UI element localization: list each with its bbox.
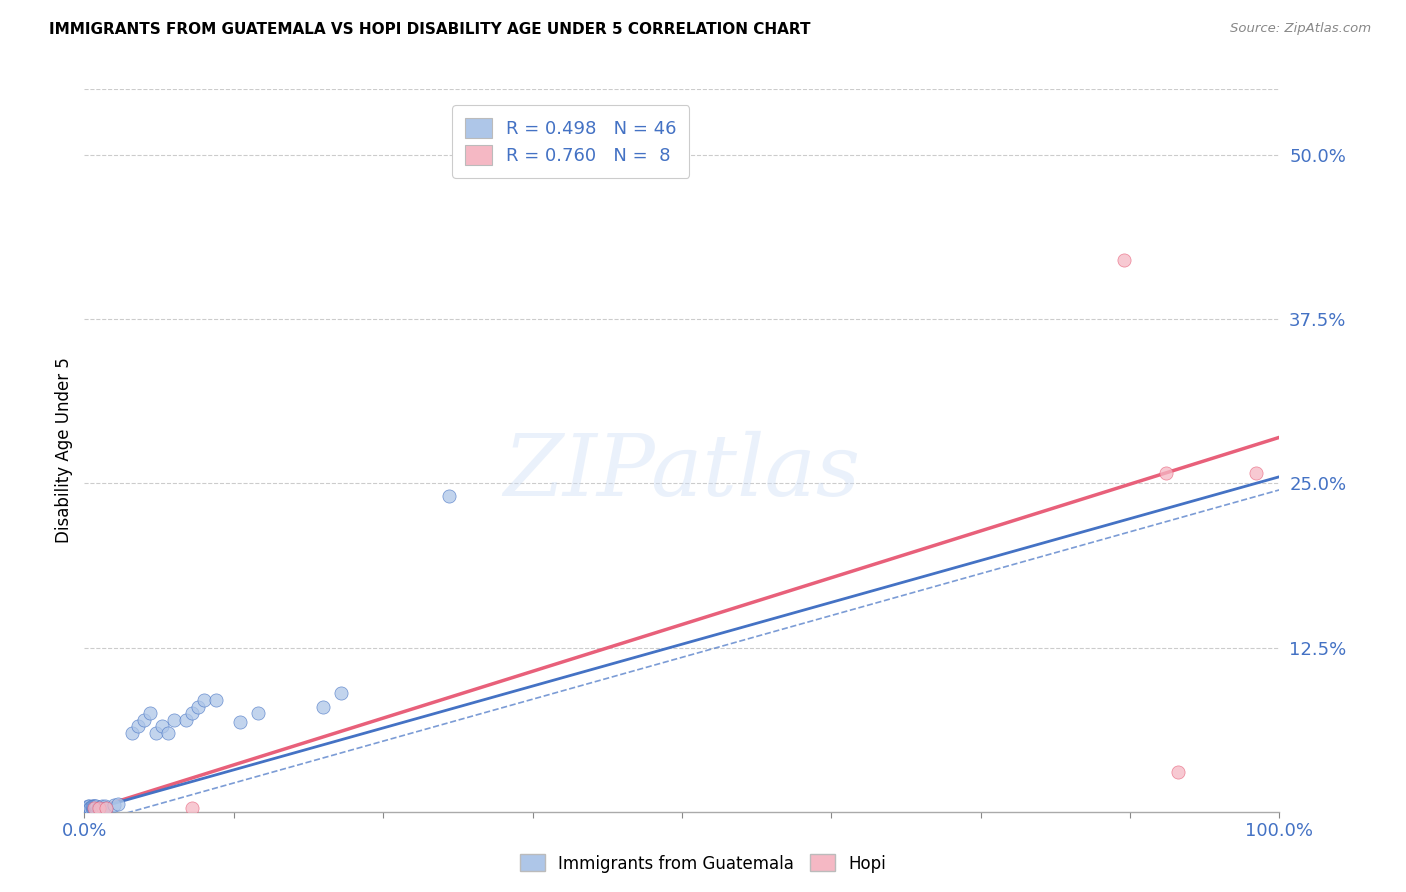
Y-axis label: Disability Age Under 5: Disability Age Under 5 [55,358,73,543]
Point [80,799,103,814]
Point [77,801,100,815]
Point [187,699,209,714]
Point [139,706,162,721]
Point [163,713,186,727]
Point [79,801,101,815]
Point [181,706,204,721]
Legend: R = 0.498   N = 46, R = 0.760   N =  8: R = 0.498 N = 46, R = 0.760 N = 8 [451,105,689,178]
Point [80,801,103,815]
Point [82,799,104,814]
Point [77,799,100,814]
Point [93,799,115,814]
Point [94,801,117,815]
Point [1244,466,1267,480]
Point [121,726,143,740]
Point [205,693,228,707]
Point [87,801,110,815]
Point [84,801,107,815]
Point [193,693,215,707]
Point [132,713,156,727]
Point [82,801,104,815]
Point [84,799,107,814]
Point [77,799,100,814]
Point [87,801,110,815]
Point [127,719,149,733]
Text: ZIPatlas: ZIPatlas [503,431,860,514]
Point [107,797,129,811]
Point [77,801,100,815]
Point [83,801,105,815]
Point [1154,466,1177,480]
Point [330,686,353,700]
Point [246,706,269,721]
Point [86,801,108,815]
Point [83,801,105,815]
Point [75,801,97,815]
Point [145,726,167,740]
Point [174,713,197,727]
Point [76,801,98,815]
Point [83,799,105,814]
Point [86,801,108,815]
Legend: Immigrants from Guatemala, Hopi: Immigrants from Guatemala, Hopi [513,847,893,880]
Point [1167,765,1189,780]
Point [90,801,112,815]
Point [437,490,460,504]
Point [1114,252,1136,267]
Text: Source: ZipAtlas.com: Source: ZipAtlas.com [1230,22,1371,36]
Point [79,801,101,815]
Point [91,799,114,814]
Point [94,801,117,815]
Point [229,715,252,730]
Point [150,719,173,733]
Point [93,801,115,815]
Text: IMMIGRANTS FROM GUATEMALA VS HOPI DISABILITY AGE UNDER 5 CORRELATION CHART: IMMIGRANTS FROM GUATEMALA VS HOPI DISABI… [49,22,811,37]
Point [312,699,335,714]
Point [103,798,125,813]
Point [181,801,204,815]
Point [157,726,180,740]
Point [86,799,108,814]
Point [89,801,111,815]
